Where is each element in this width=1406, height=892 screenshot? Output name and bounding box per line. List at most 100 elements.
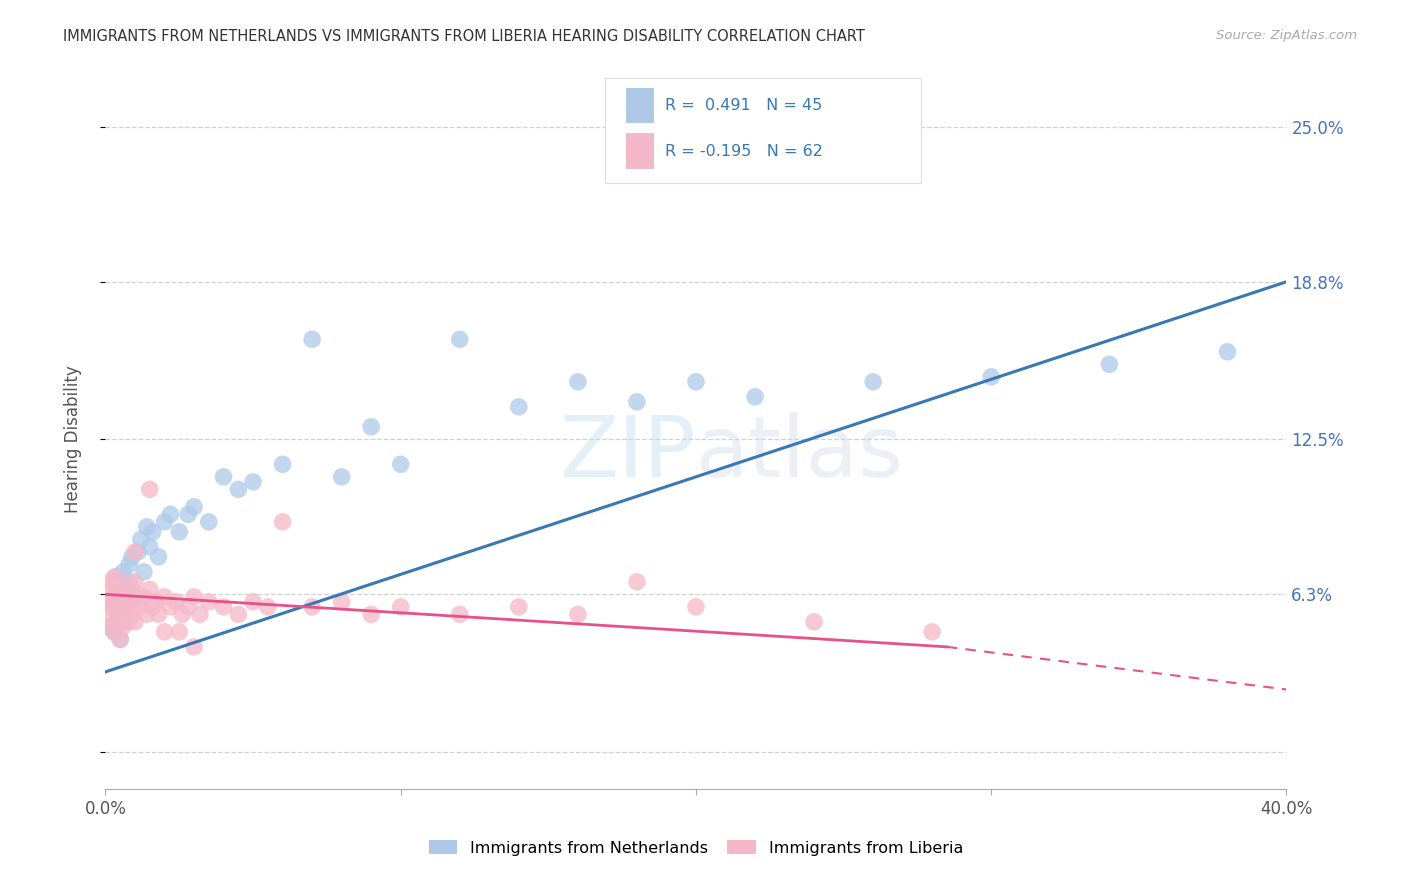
Point <box>685 599 707 614</box>
Point <box>183 500 205 514</box>
Point <box>183 590 205 604</box>
Point <box>449 607 471 622</box>
Point <box>112 595 135 609</box>
Point <box>110 574 132 589</box>
Point <box>112 615 135 629</box>
Point <box>626 574 648 589</box>
Point <box>132 590 155 604</box>
Text: IMMIGRANTS FROM NETHERLANDS VS IMMIGRANTS FROM LIBERIA HEARING DISABILITY CORREL: IMMIGRANTS FROM NETHERLANDS VS IMMIGRANT… <box>63 29 865 44</box>
Text: R = -0.195   N = 62: R = -0.195 N = 62 <box>665 144 823 159</box>
Point <box>172 607 194 622</box>
Point <box>389 599 412 614</box>
Point <box>124 545 146 559</box>
Point <box>567 607 589 622</box>
Point <box>508 599 530 614</box>
Point <box>153 624 176 639</box>
Point <box>103 590 125 604</box>
Point <box>105 570 128 584</box>
Text: ZIP: ZIP <box>560 412 696 495</box>
Point <box>862 375 884 389</box>
Point <box>188 607 211 622</box>
Point <box>212 599 235 614</box>
Point <box>330 470 353 484</box>
Point <box>105 599 128 614</box>
Point <box>159 599 181 614</box>
Point <box>118 595 141 609</box>
Point <box>228 607 250 622</box>
Point <box>129 533 152 547</box>
Point <box>1098 357 1121 371</box>
Point <box>103 570 125 584</box>
Point <box>138 540 162 554</box>
Point <box>159 508 181 522</box>
Point <box>145 595 167 609</box>
Point <box>124 574 146 589</box>
Point <box>389 458 412 472</box>
Point <box>980 369 1002 384</box>
Point <box>118 558 141 572</box>
Point <box>183 640 205 654</box>
Point <box>127 595 149 609</box>
Point <box>626 394 648 409</box>
Point <box>169 524 191 539</box>
Point <box>112 565 135 579</box>
Point <box>744 390 766 404</box>
Point <box>118 574 141 589</box>
Point <box>127 545 149 559</box>
Point <box>153 590 176 604</box>
Point <box>803 615 825 629</box>
Text: Source: ZipAtlas.com: Source: ZipAtlas.com <box>1216 29 1357 42</box>
Point <box>921 624 943 639</box>
Point <box>110 607 132 622</box>
Point <box>105 582 128 597</box>
Point <box>242 595 264 609</box>
Point <box>121 607 143 622</box>
Point <box>153 515 176 529</box>
Point <box>685 375 707 389</box>
Point <box>115 599 138 614</box>
Point <box>177 599 200 614</box>
Point <box>110 632 132 647</box>
Text: R =  0.491   N = 45: R = 0.491 N = 45 <box>665 98 823 112</box>
Point <box>142 524 165 539</box>
Point <box>271 515 294 529</box>
Point <box>124 615 146 629</box>
Point <box>135 520 157 534</box>
Point <box>112 620 135 634</box>
Point <box>148 607 170 622</box>
Point <box>100 574 122 589</box>
Point <box>124 590 146 604</box>
Point <box>132 565 155 579</box>
Point <box>330 595 353 609</box>
Point <box>169 624 191 639</box>
Point <box>121 549 143 564</box>
Point <box>100 595 122 609</box>
Legend: Immigrants from Netherlands, Immigrants from Liberia: Immigrants from Netherlands, Immigrants … <box>422 833 970 862</box>
Point <box>271 458 294 472</box>
Point <box>100 599 122 614</box>
Point <box>228 483 250 497</box>
Point <box>97 620 120 634</box>
Point <box>129 599 152 614</box>
Point <box>508 400 530 414</box>
Point <box>165 595 187 609</box>
Point <box>449 332 471 346</box>
Point <box>242 475 264 489</box>
Y-axis label: Hearing Disability: Hearing Disability <box>63 366 82 513</box>
Point <box>121 582 143 597</box>
Point <box>97 582 120 597</box>
Point <box>360 607 382 622</box>
Point <box>97 607 120 622</box>
Point <box>105 607 128 622</box>
Point <box>110 582 132 597</box>
Point <box>360 419 382 434</box>
Point <box>301 599 323 614</box>
Point <box>103 624 125 639</box>
Point <box>197 595 219 609</box>
Point <box>135 607 157 622</box>
Point <box>97 595 120 609</box>
Point <box>567 375 589 389</box>
Point <box>118 615 141 629</box>
Point <box>1216 344 1239 359</box>
Point <box>177 508 200 522</box>
